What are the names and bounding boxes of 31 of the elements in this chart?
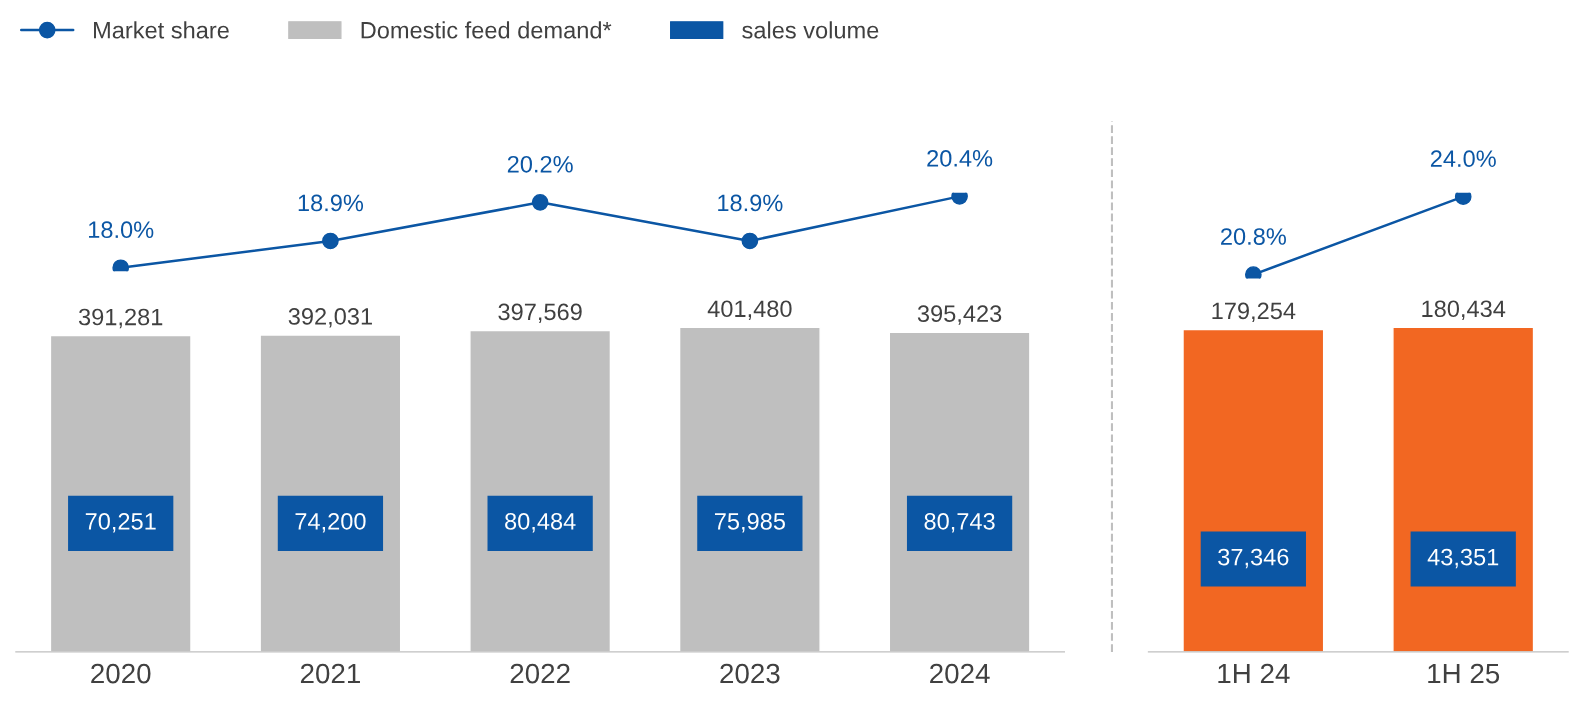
x-tick-label: 2020 <box>91 663 151 684</box>
data-label: 24.0% <box>1430 150 1496 168</box>
data-label: 395,423 <box>917 305 1002 325</box>
data-label: 37,346 <box>1218 548 1289 569</box>
x-tick-label: 1H 25 <box>1428 663 1500 684</box>
x-tick-label: 2022 <box>510 663 570 684</box>
data-label: 18.9% <box>718 194 783 212</box>
data-label: 74,200 <box>295 512 366 533</box>
data-label: 80,743 <box>924 512 995 533</box>
data-label: 18.9% <box>298 194 364 212</box>
data-label: 392,031 <box>288 308 372 328</box>
data-label: 20.4% <box>927 149 993 167</box>
data-label: 401,480 <box>707 300 792 320</box>
data-label: 397,569 <box>498 303 582 324</box>
x-tick-label: 2023 <box>720 663 780 684</box>
text: Domestic feed demand* <box>361 21 612 39</box>
legend-label: Market share <box>94 21 229 39</box>
data-label: 391,281 <box>78 308 163 329</box>
data-label: 20.8% <box>1221 228 1286 245</box>
data-label: 43,351 <box>1427 548 1499 569</box>
data-label: 179,254 <box>1212 302 1296 323</box>
data-label: 80,484 <box>505 512 576 533</box>
x-tick-label: 2021 <box>300 663 360 684</box>
data-label: 75,985 <box>714 512 785 533</box>
x-tick-label: 1H 24 <box>1218 663 1290 684</box>
x-tick-label: 2024 <box>930 663 990 684</box>
data-label: 20.2% <box>507 155 573 173</box>
data-label: 70,251 <box>85 512 156 533</box>
legend-label: sales volume <box>742 21 879 39</box>
data-label: 18.0% <box>89 221 154 239</box>
data-label: 180,434 <box>1422 300 1506 320</box>
